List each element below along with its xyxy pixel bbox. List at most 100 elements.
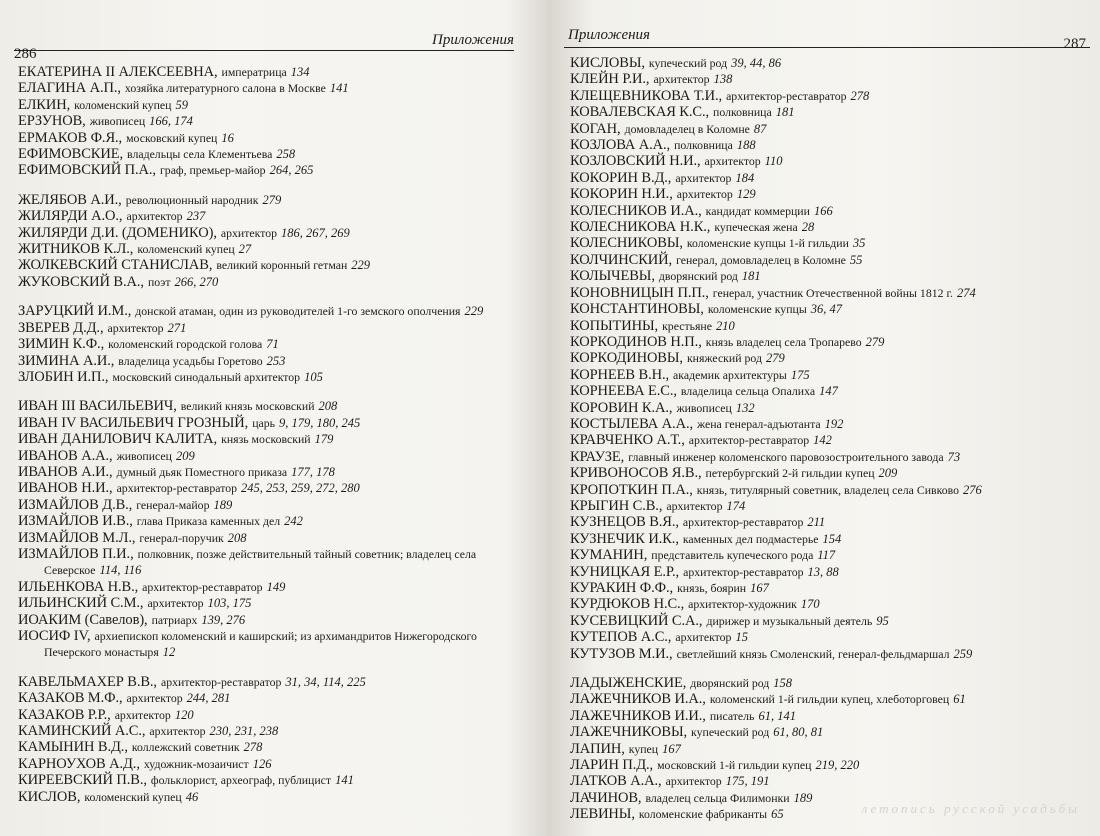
index-entry: ЛАЖЕЧНИКОВ И.А., коломенский 1-й гильдии… [570,691,1090,707]
entry-name: КОЛЧИНСКИЙ, [570,251,673,268]
entry-pages: 170 [800,597,820,612]
entry-pages: 87 [753,121,767,136]
entry-name: КОПЫТИНЫ, [570,317,659,334]
entry-description: коломенские купцы [707,302,807,317]
index-entry: КОВАЛЕВСКАЯ К.С., полковница 181 [570,104,1090,120]
entry-name: ИВАН ДАНИЛОВИЧ КАЛИТА, [18,431,218,448]
entry-name: ЖИЛЯРДИ А.О., [18,208,123,225]
index-entry: ИЗМАЙЛОВ П.И., полковник, позже действит… [18,546,510,579]
index-entry: КРОПОТКИН П.А., князь, титулярный советн… [570,482,1090,498]
entry-pages: 279 [765,351,785,366]
index-entry: ИВАН ДАНИЛОВИЧ КАЛИТА, князь московский … [18,431,510,447]
index-entry: ЖИЛЯРДИ А.О., архитектор 237 [18,208,510,224]
entry-pages: 208 [318,399,338,414]
entry-description: архиепископ коломенский и каширский; из … [44,629,477,660]
entry-description: представитель купеческого рода [651,548,814,563]
entry-name: КОЛЕСНИКОВ И.А., [570,202,702,219]
entry-name: КОКОРИН Н.И., [570,186,673,203]
entry-name: КОЗЛОВСКИЙ Н.И., [570,153,701,170]
entry-name: ЕРЗУНОВ, [18,113,86,130]
entry-pages: 230, 231, 238 [209,724,279,739]
entry-name: КОРНЕЕВА Е.С., [570,383,677,400]
entry-pages: 242 [284,514,303,529]
index-entry: КОКОРИН Н.И., архитектор 129 [570,186,1090,202]
entry-pages: 258 [276,147,296,162]
index-entry: КАМЫНИН В.Д., коллежский советник 278 [18,739,510,755]
entry-description: полковница [674,138,733,153]
index-entry: ЛАПИН, купец 167 [570,741,1090,757]
entry-description: архитектор-художник [688,597,797,612]
entry-pages: 237 [186,209,206,224]
index-entry: ЛАЖЕЧНИКОВ И.И., писатель 61, 141 [570,708,1090,724]
entry-name: КУТУЗОВ М.И., [570,645,673,662]
entry-name: КОЗЛОВА А.А., [570,137,671,154]
index-entry: КОСТЫЛЕВА А.А., жена генерал-адъютанта 1… [570,416,1090,432]
index-entry: КОКОРИН В.Д., архитектор 184 [570,170,1090,186]
index-entry: КЛЕЙН Р.И., архитектор 138 [570,71,1090,87]
entry-description: хозяйка литературного салона в Москве [124,81,326,96]
right-page: Приложения 287 КИСЛОВЫ, купеческий род 3… [550,0,1100,822]
entry-description: купеческая жена [714,220,798,235]
entry-name: КУТЕПОВ А.С., [570,629,672,646]
index-entry: КАЗАКОВ Р.Р., архитектор 120 [18,707,510,723]
footer-mark: летопись русской усадьбы [861,801,1080,816]
entry-description: дворянский род [690,676,770,691]
entry-pages: 132 [735,400,755,415]
index-entry: ИЛЬИНСКИЙ С.М., архитектор 103, 175 [18,595,510,611]
entry-description: купеческий род [648,56,728,70]
entry-description: художник-мозаичист [143,756,249,771]
entry-description: царь [252,415,276,430]
entry-pages: 264, 265 [269,163,314,178]
entry-pages: 61, 80, 81 [773,725,824,740]
entry-description: глава Приказа каменных дел [136,514,281,529]
entry-description: владелица сельца Опалиха [680,384,816,399]
entry-pages: 167 [750,581,769,595]
entry-name: ЛАПИН, [570,740,625,757]
entry-name: ЕКАТЕРИНА II АЛЕКСЕЕВНА, [18,64,218,80]
entry-name: ИОСИФ IV, [18,628,91,644]
index-entry: ЖИТНИКОВ К.Л., коломенский купец 27 [18,241,510,257]
entry-pages: 117 [817,548,836,563]
entry-description: полковник, позже действительный тайный с… [44,546,477,578]
entry-description: архитектор [149,724,206,739]
index-entry: КУЗНЕЧИК И.К., каменных дел подмастерье … [570,531,1090,547]
entry-pages: 175, 191 [725,774,770,789]
entry-pages: 209 [175,448,195,463]
entry-name: КОНСТАНТИНОВЫ, [570,301,704,318]
entry-pages: 166, 174 [149,114,193,129]
index-entry: ЛАТКОВ А.А., архитектор 175, 191 [570,773,1090,789]
entry-pages: 105 [304,369,323,384]
entry-pages: 13, 88 [807,564,839,579]
entry-pages: 16 [221,130,234,145]
entry-pages: 27 [238,242,252,257]
running-header: Приложения [431,32,514,48]
entry-pages: 175 [790,367,810,382]
entry-pages: 95 [876,613,889,628]
index-entry: ЗИМИНА А.И., владелица усадьбы Горетово … [18,353,510,369]
index-entry: КОЗЛОВСКИЙ Н.И., архитектор 110 [570,153,1090,169]
entry-pages: 71 [266,337,279,352]
entry-pages: 210 [716,318,735,333]
entry-description: полковница [713,105,772,120]
index-entry: ИВАН IV ВАСИЛЬЕВИЧ ГРОЗНЫЙ, царь 9, 179,… [18,415,510,431]
entry-pages: 149 [266,579,286,594]
entry-description: граф, премьер-майор [159,163,266,178]
entry-pages: 36, 47 [810,302,843,317]
index-entry: ЕЛАГИНА А.П., хозяйка литературного сало… [18,80,510,96]
entry-description: домовладелец в Коломне [624,121,750,136]
entry-name: КУСЕВИЦКИЙ С.А., [570,612,703,629]
entry-description: архитектор-реставратор [142,579,263,594]
entry-name: КОКОРИН В.Д., [570,169,672,186]
entry-pages: 279 [865,334,885,349]
entry-pages: 65 [771,807,784,822]
entry-pages: 186, 267, 269 [281,225,350,240]
entry-pages: 141 [329,81,349,96]
entry-description: архитектор [666,498,723,513]
entry-description: московский купец [126,130,218,145]
entry-name: ЖЕЛЯБОВ А.И., [18,191,122,208]
entry-description: живописец [116,448,172,463]
index-entry: ЕФИМОВСКИЕ, владельцы села Клементьева 2… [18,146,510,162]
entry-description: жена генерал-адъютанта [697,416,821,431]
entry-pages: 55 [849,252,863,267]
